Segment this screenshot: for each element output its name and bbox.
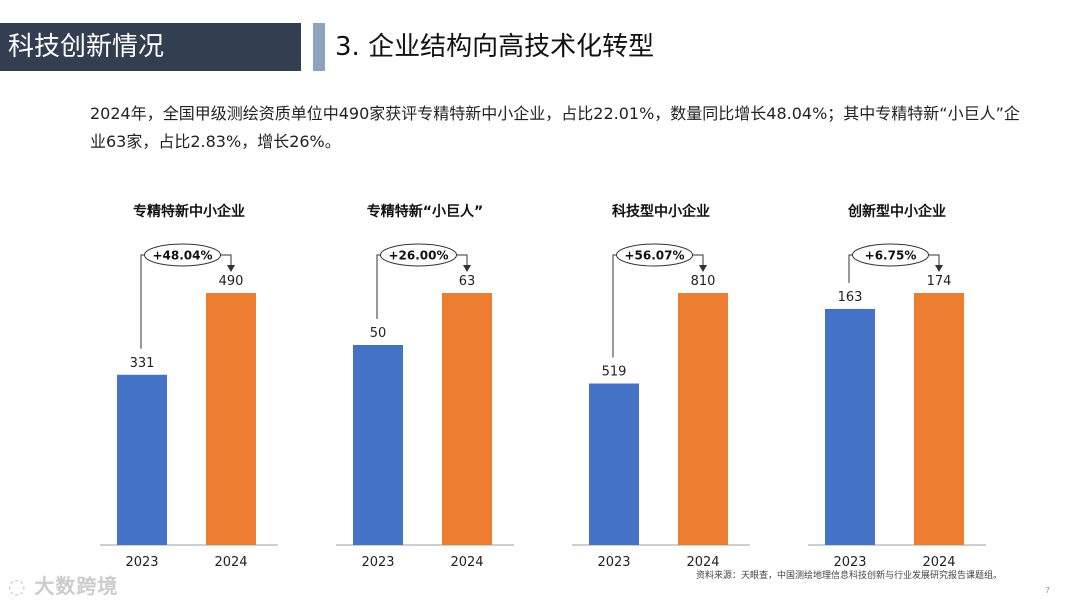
growth-bracket-left — [612, 254, 617, 358]
data-label: 490 — [219, 274, 244, 289]
growth-bracket-right — [928, 254, 940, 267]
data-label: 810 — [691, 274, 716, 289]
arrow-down-icon — [227, 265, 235, 272]
watermark-logo: ◌ 大数跨境 — [8, 574, 119, 598]
x-tick-label: 2023 — [833, 555, 866, 570]
data-label: 63 — [459, 274, 476, 289]
data-label: 519 — [602, 365, 627, 380]
bar-2023 — [825, 308, 875, 545]
x-tick-label: 2024 — [922, 555, 955, 570]
growth-bracket-left — [376, 254, 381, 319]
page-title: 3. 企业结构向高技术化转型 — [335, 32, 655, 62]
x-tick-label: 2024 — [450, 555, 483, 570]
growth-bracket-right — [456, 254, 468, 267]
x-tick-label: 2024 — [686, 555, 719, 570]
arrow-down-icon — [935, 265, 943, 272]
data-label: 174 — [927, 274, 952, 289]
arrow-down-icon — [699, 265, 707, 272]
growth-badge — [380, 243, 457, 267]
x-tick-label: 2024 — [214, 555, 247, 570]
bar-2024 — [914, 293, 964, 545]
growth-bracket-left — [140, 254, 145, 349]
page-number: 7 — [1045, 586, 1051, 595]
growth-label: +6.75% — [865, 249, 917, 263]
growth-badge — [616, 243, 693, 267]
watermark-text: 大数跨境 — [34, 574, 119, 598]
growth-bracket-right — [692, 254, 704, 267]
summary-text: 2024年，全国甲级测绘资质单位中490家获评专精特新中小企业，占比22.01%… — [90, 104, 1020, 151]
arrow-down-icon — [463, 265, 471, 272]
growth-label: +48.04% — [152, 249, 212, 263]
bar-2024 — [442, 293, 492, 545]
title-accent-bar — [313, 23, 325, 71]
bar-2023 — [117, 374, 167, 545]
x-tick-label: 2023 — [597, 555, 630, 570]
source-note: 资料来源：天眼查，中国测绘地理信息科技创新与行业发展研究报告课题组。 — [696, 571, 1003, 581]
bar-2023 — [589, 383, 639, 545]
growth-label: +26.00% — [388, 249, 448, 263]
growth-bracket-right — [220, 254, 232, 267]
chart-title: 专精特新中小企业 — [133, 203, 245, 220]
chart-title: 创新型中小企业 — [847, 203, 946, 220]
x-tick-label: 2023 — [125, 555, 158, 570]
bar-2023 — [353, 345, 403, 545]
chart-title: 科技型中小企业 — [612, 203, 710, 220]
growth-badge — [144, 243, 221, 267]
growth-label: +56.07% — [624, 249, 684, 263]
data-label: 50 — [370, 326, 387, 341]
bar-2024 — [678, 293, 728, 545]
chart-title: 专精特新“小巨人” — [367, 203, 483, 220]
growth-badge — [852, 243, 929, 267]
data-label: 331 — [130, 356, 155, 371]
x-tick-label: 2023 — [361, 555, 394, 570]
data-label: 163 — [838, 290, 863, 305]
section-label: 科技创新情况 — [0, 23, 301, 71]
bar-2024 — [206, 293, 256, 545]
growth-bracket-left — [848, 254, 853, 283]
